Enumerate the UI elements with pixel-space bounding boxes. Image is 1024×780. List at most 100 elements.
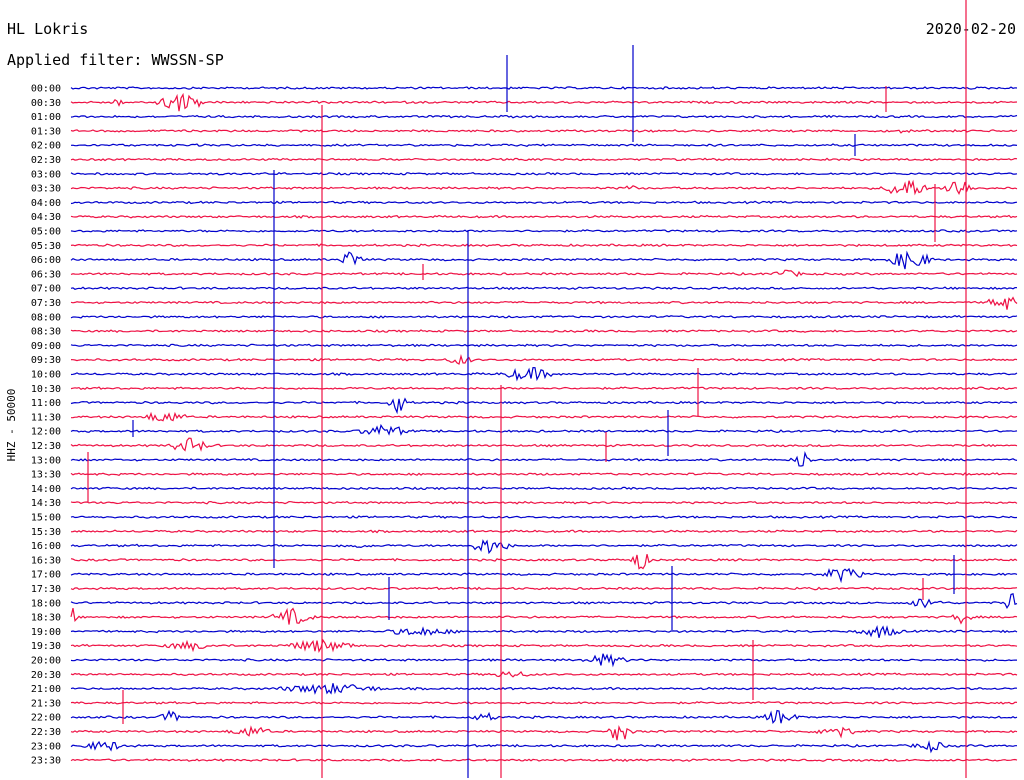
trace-row-34 — [70, 567, 1018, 584]
row-label: 18:30 — [31, 613, 61, 624]
trace-row-21 — [70, 386, 1018, 391]
row-label: 06:30 — [31, 269, 61, 280]
row-label: 05:30 — [31, 241, 61, 252]
trace-row-35 — [70, 586, 1018, 591]
row-label: 19:30 — [31, 641, 61, 652]
row-label: 22:00 — [31, 713, 61, 724]
row-label: 20:00 — [31, 656, 61, 667]
trace-row-41 — [70, 671, 1018, 678]
trace-row-43 — [70, 700, 1018, 705]
row-label: 10:00 — [31, 370, 61, 381]
row-label: 23:00 — [31, 741, 61, 752]
trace-row-31 — [70, 529, 1018, 534]
y-axis-label: HHZ - 50000 — [5, 389, 18, 462]
trace-row-19 — [70, 353, 1018, 365]
row-label: 02:30 — [31, 155, 61, 166]
row-label: 13:30 — [31, 470, 61, 481]
trace-row-23 — [70, 411, 1018, 422]
row-label: 03:30 — [31, 184, 61, 195]
trace-row-5 — [70, 157, 1018, 162]
row-label: 15:00 — [31, 513, 61, 524]
trace-row-33 — [70, 554, 1018, 570]
row-label: 06:00 — [31, 255, 61, 266]
trace-row-42 — [70, 683, 1018, 695]
trace-row-1 — [70, 92, 1018, 112]
row-label: 11:30 — [31, 412, 61, 423]
row-label: 17:00 — [31, 570, 61, 581]
row-label: 08:00 — [31, 312, 61, 323]
trace-row-22 — [70, 397, 1018, 415]
row-label: 21:30 — [31, 698, 61, 709]
trace-row-40 — [70, 653, 1017, 668]
trace-row-27 — [70, 472, 1018, 476]
spike-group — [87, 0, 967, 778]
row-label: 18:00 — [31, 598, 61, 609]
trace-row-46 — [70, 740, 1017, 754]
trace-row-3 — [70, 129, 1018, 134]
trace-row-14 — [70, 286, 1018, 291]
trace-row-15 — [70, 296, 1018, 310]
row-label: 21:00 — [31, 684, 61, 695]
trace-row-0 — [70, 86, 1018, 90]
trace-row-36 — [70, 593, 1018, 610]
row-label: 01:00 — [31, 112, 61, 123]
trace-row-4 — [70, 143, 1018, 147]
row-label: 01:30 — [31, 126, 61, 137]
row-label: 17:30 — [31, 584, 61, 595]
trace-row-24 — [70, 423, 1018, 436]
trace-row-45 — [70, 725, 1018, 741]
row-label: 04:30 — [31, 212, 61, 223]
row-label: 09:30 — [31, 355, 61, 366]
row-label: 11:00 — [31, 398, 61, 409]
row-label: 12:30 — [31, 441, 61, 452]
row-label: 00:30 — [31, 98, 61, 109]
trace-row-17 — [70, 329, 1018, 333]
row-label: 07:00 — [31, 284, 61, 295]
row-label: 14:30 — [31, 498, 61, 509]
row-label: 19:00 — [31, 627, 61, 638]
row-label: 22:30 — [31, 727, 61, 738]
trace-row-2 — [70, 114, 1018, 119]
row-label: 12:00 — [31, 427, 61, 438]
trace-row-18 — [70, 343, 1018, 348]
row-label: 16:30 — [31, 555, 61, 566]
row-label: 23:30 — [31, 756, 61, 767]
trace-row-25 — [70, 437, 1018, 452]
trace-row-16 — [70, 314, 1018, 319]
row-label-group: 00:00 00:30 01:00 01:30 02:00 02:30 03:00 03:30… — [31, 84, 61, 767]
filter-label: Applied filter: WWSSN-SP — [7, 51, 224, 69]
trace-group — [70, 86, 1018, 762]
row-label: 09:00 — [31, 341, 61, 352]
row-label: 04:00 — [31, 198, 61, 209]
row-label: 16:00 — [31, 541, 61, 552]
trace-row-44 — [70, 709, 1018, 725]
row-label: 03:00 — [31, 169, 61, 180]
row-label: 20:30 — [31, 670, 61, 681]
trace-row-32 — [70, 539, 1018, 555]
trace-row-7 — [70, 179, 1018, 196]
trace-row-11 — [70, 243, 1018, 248]
trace-row-38 — [70, 624, 1018, 638]
row-label: 07:30 — [31, 298, 61, 309]
row-label: 05:00 — [31, 227, 61, 238]
trace-row-26 — [70, 450, 1018, 467]
row-label: 15:30 — [31, 527, 61, 538]
trace-row-28 — [70, 486, 1018, 491]
trace-row-30 — [70, 515, 1018, 519]
trace-row-47 — [70, 758, 1018, 762]
station-title: HL Lokris — [7, 20, 89, 38]
trace-row-10 — [70, 229, 1018, 233]
trace-row-39 — [70, 638, 1018, 653]
trace-row-37 — [70, 607, 1018, 625]
trace-row-29 — [70, 500, 1018, 505]
date-label: 2020-02-20 — [925, 20, 1016, 38]
trace-row-12 — [70, 250, 1018, 270]
trace-row-13 — [70, 269, 1018, 278]
row-label: 14:00 — [31, 484, 61, 495]
row-label: 00:00 — [31, 84, 61, 95]
trace-row-8 — [70, 200, 1018, 205]
row-label: 13:00 — [31, 455, 61, 466]
trace-row-20 — [70, 366, 1018, 382]
row-label: 10:30 — [31, 384, 61, 395]
